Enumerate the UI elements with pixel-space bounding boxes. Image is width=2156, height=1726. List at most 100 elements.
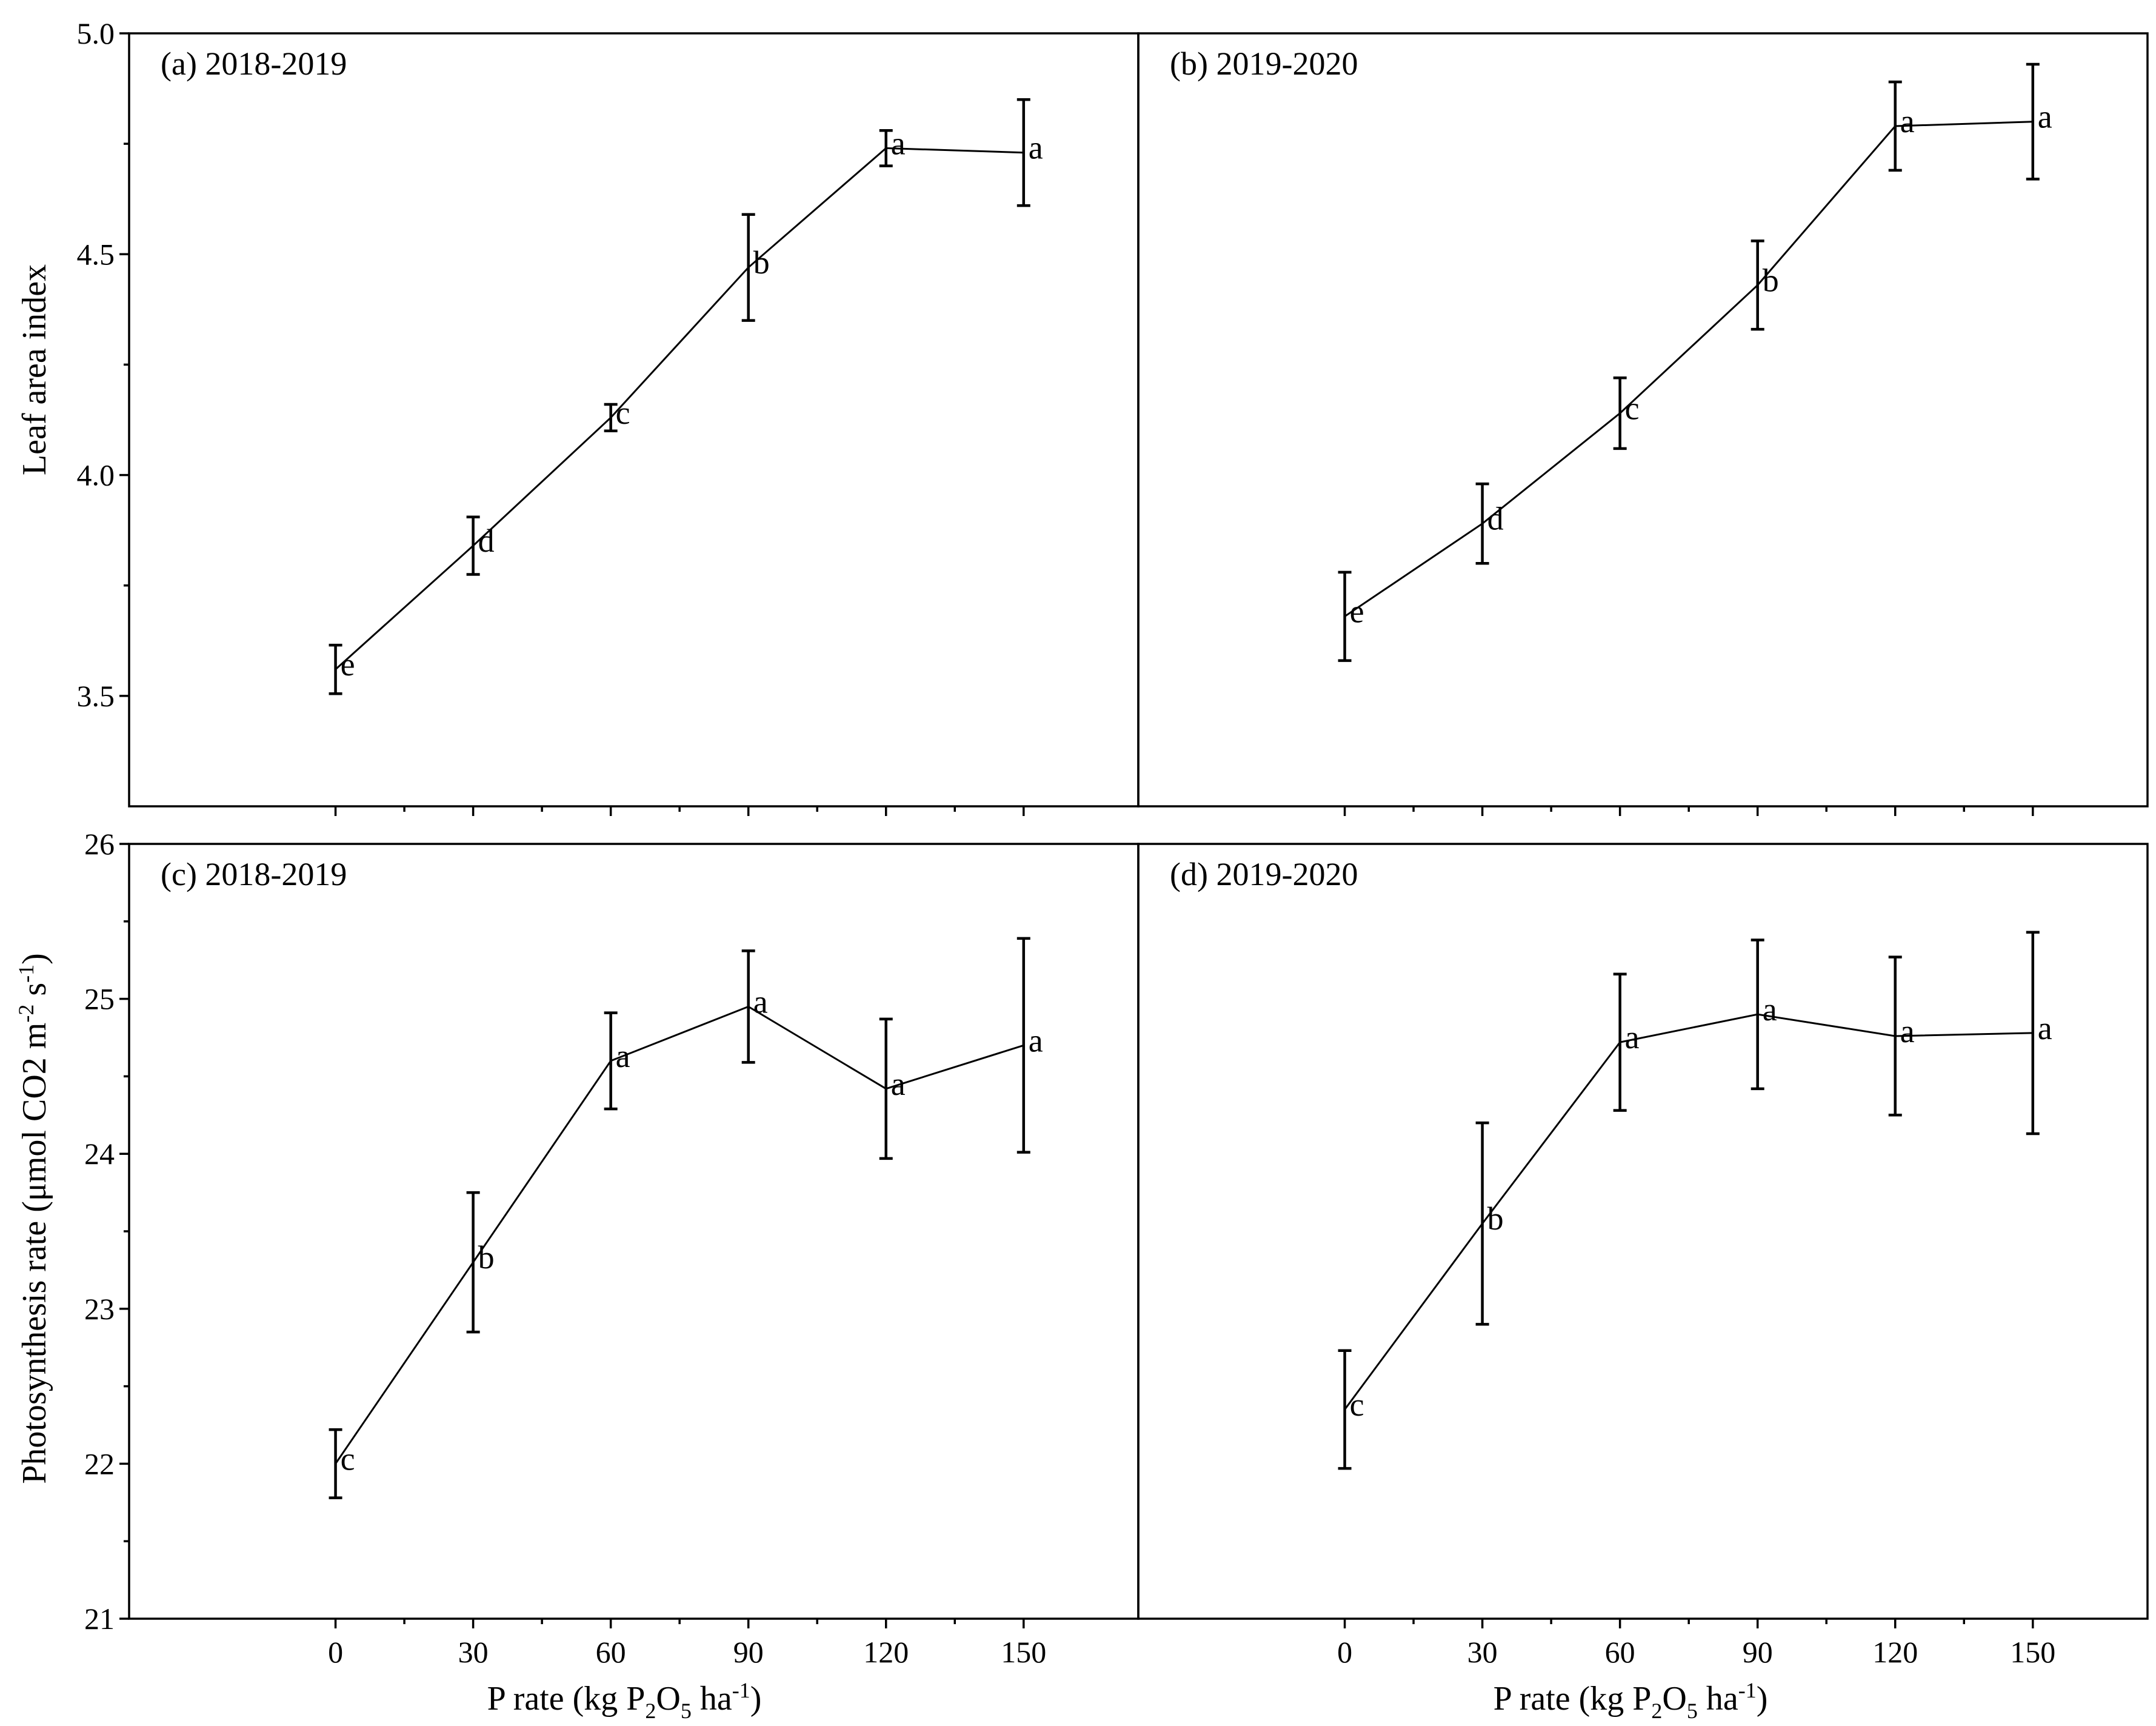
panel-d: 0 30 60 90 120 150 (d) 2019-2020 c b a a a a <box>1137 843 2149 1669</box>
significance-letter: a <box>891 125 906 161</box>
significance-letter: c <box>616 395 630 431</box>
significance-letter: a <box>1029 130 1043 166</box>
error-bar <box>879 1017 893 1160</box>
error-bar <box>1750 938 1764 1091</box>
y-tick-label: 5.0 <box>77 16 115 50</box>
x-title-right-sub1: 2 <box>1651 1699 1662 1723</box>
x-title-left-sub1: 2 <box>645 1699 656 1723</box>
significance-letter: a <box>2038 1010 2052 1046</box>
significance-letter: b <box>1763 262 1779 298</box>
x-tick-label: 30 <box>1467 1635 1498 1669</box>
series-line-b <box>1344 121 2033 617</box>
y-title-bottom-main: Photosynthesis rate (μmol CO2 m <box>16 1023 53 1484</box>
significance-letter: b <box>1487 1200 1504 1237</box>
panel-label-c: (c) 2018-2019 <box>161 856 347 892</box>
error-bar <box>1016 937 1030 1154</box>
significance-letter: b <box>753 244 770 281</box>
series-line-d <box>1344 1013 2033 1410</box>
significance-letter: a <box>1029 1022 1043 1059</box>
significance-letter: a <box>1763 991 1777 1028</box>
y-tick-label: 4.5 <box>77 237 115 271</box>
error-bar <box>1888 955 1902 1117</box>
significance-letter: a <box>2038 99 2052 135</box>
x-axis-title-left: P rate (kg P2O5 ha-1) <box>487 1678 762 1723</box>
significance-letter: a <box>891 1066 906 1102</box>
x-title-right-o: O <box>1662 1680 1686 1718</box>
error-bar <box>741 213 755 322</box>
x-tick-label: 0 <box>1337 1635 1352 1669</box>
x-tick-label: 60 <box>1605 1635 1635 1669</box>
plot-frame-a <box>128 32 1140 808</box>
error-bar <box>2026 62 2040 181</box>
x-title-right-ha: ha <box>1698 1680 1738 1718</box>
x-tick-label: 120 <box>1872 1635 1918 1669</box>
y-tick-label: 26 <box>84 827 115 861</box>
error-bar <box>1750 239 1764 331</box>
significance-letter: e <box>341 646 355 683</box>
x-title-left-sub2: 5 <box>681 1699 692 1723</box>
x-tick-label: 150 <box>2010 1635 2055 1669</box>
error-bar <box>2026 931 2040 1136</box>
y-axis-title-bottom: Photosynthesis rate (μmol CO2 m-2 s-1) <box>14 953 53 1484</box>
x-title-right-sub2: 5 <box>1687 1699 1698 1723</box>
x-title-right-main: P rate (kg P <box>1494 1680 1652 1718</box>
plot-frame-d <box>1137 843 2149 1620</box>
y-axis-title-top: Leaf area index <box>16 264 53 475</box>
error-bar <box>741 949 755 1064</box>
x-axis-title-right: P rate (kg P2O5 ha-1) <box>1494 1678 1768 1723</box>
significance-letter: e <box>1350 594 1364 630</box>
significance-letter: a <box>1900 103 1915 139</box>
y-title-bottom-sup2: -1 <box>14 965 38 983</box>
x-tick-label: 150 <box>1001 1635 1046 1669</box>
panel-b: (b) 2019-2020 e d c b a a <box>1137 32 2149 816</box>
y-tick-label: 4.0 <box>77 458 115 492</box>
y-tick-label: 3.5 <box>77 679 115 713</box>
significance-letter: d <box>478 523 495 559</box>
x-tick-label: 120 <box>863 1635 909 1669</box>
significance-letter: d <box>1487 501 1504 537</box>
plot-frame-b <box>1137 32 2149 808</box>
panel-label-d: (d) 2019-2020 <box>1170 856 1358 892</box>
panel-label-a: (a) 2018-2019 <box>161 45 347 82</box>
series-line-a <box>335 147 1024 671</box>
y-tick-label: 21 <box>84 1602 115 1636</box>
error-bar <box>1613 376 1627 450</box>
significance-letter: a <box>1625 1019 1640 1055</box>
error-bar <box>879 129 893 167</box>
error-bar <box>604 403 618 432</box>
error-bar <box>329 1428 342 1499</box>
y-title-bottom-sup1: -2 <box>14 1005 38 1023</box>
error-bar <box>1613 972 1627 1112</box>
significance-letter: a <box>616 1038 630 1074</box>
x-title-left-o: O <box>656 1680 680 1718</box>
x-tick-label: 60 <box>596 1635 626 1669</box>
y-tick-label: 24 <box>84 1137 115 1171</box>
error-bar <box>604 1011 618 1111</box>
error-bar <box>1475 1121 1489 1326</box>
significance-letter: c <box>1625 390 1640 427</box>
x-tick-label: 90 <box>1743 1635 1773 1669</box>
plot-frame-c <box>128 843 1140 1620</box>
y-title-bottom-end: ) <box>16 953 53 965</box>
x-tick-label: 0 <box>328 1635 343 1669</box>
significance-letter: a <box>753 983 768 1020</box>
error-bar <box>329 643 342 695</box>
error-bar <box>1475 482 1489 565</box>
error-bar <box>1338 570 1352 662</box>
panel-label-b: (b) 2019-2020 <box>1170 45 1358 82</box>
x-tick-label: 90 <box>733 1635 764 1669</box>
x-tick-label: 30 <box>458 1635 489 1669</box>
y-tick-label: 25 <box>84 982 115 1016</box>
y-tick-label: 22 <box>84 1447 115 1480</box>
x-title-left-ha: ha <box>692 1680 732 1718</box>
significance-letter: b <box>478 1239 495 1276</box>
x-title-left-sup: -1 <box>732 1678 750 1702</box>
x-title-right-sup: -1 <box>1738 1678 1757 1702</box>
significance-letter: a <box>1900 1013 1915 1049</box>
y-tick-label: 23 <box>84 1292 115 1326</box>
significance-letter: c <box>341 1440 355 1477</box>
x-title-left-main: P rate (kg P <box>487 1680 646 1718</box>
significance-letter: c <box>1350 1386 1364 1423</box>
